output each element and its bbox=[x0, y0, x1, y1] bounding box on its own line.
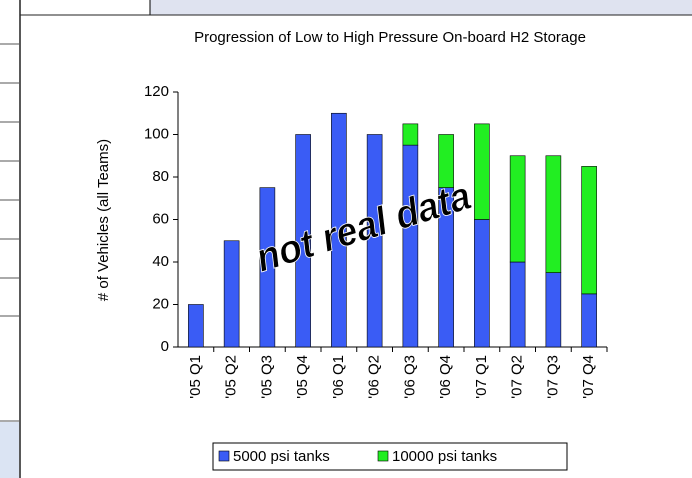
legend bbox=[212, 442, 568, 471]
y-tick-label: 20 bbox=[152, 295, 169, 312]
x-tick-label: '05 Q1 bbox=[187, 355, 204, 399]
bar-segment bbox=[509, 261, 526, 348]
bar-segment bbox=[295, 134, 311, 348]
legend-swatch bbox=[218, 450, 230, 462]
y-tick-label: 120 bbox=[144, 83, 169, 100]
x-tick-label: '06 Q1 bbox=[330, 355, 347, 399]
chart-title: Progression of Low to High Pressure On-b… bbox=[194, 29, 586, 46]
x-tick-label: '06 Q3 bbox=[401, 355, 418, 399]
bar-segment bbox=[331, 112, 347, 348]
legend-swatch bbox=[377, 450, 389, 462]
bar-segment bbox=[188, 304, 204, 348]
bar-segment bbox=[402, 144, 419, 348]
bar-segment bbox=[223, 240, 240, 348]
x-tick-label: '06 Q4 bbox=[437, 355, 454, 399]
x-tick-label: '05 Q4 bbox=[294, 355, 311, 399]
y-tick-label: 100 bbox=[144, 125, 169, 142]
y-tick-label: 80 bbox=[152, 168, 169, 185]
bar-segment bbox=[509, 155, 526, 263]
x-tick-label: '07 Q4 bbox=[580, 355, 597, 399]
bar-segment bbox=[259, 187, 276, 348]
bar-segment bbox=[581, 166, 597, 295]
bar-segment bbox=[545, 272, 562, 348]
top-band bbox=[150, 0, 692, 15]
y-axis-label: # of Vehicles (all Teams) bbox=[95, 139, 112, 301]
bar-segment bbox=[402, 123, 419, 146]
left-panel-lines bbox=[0, 43, 19, 422]
bar-segment bbox=[545, 155, 562, 273]
bar-segment bbox=[366, 134, 383, 348]
left-panel-footer bbox=[0, 422, 19, 478]
legend-label: 5000 psi tanks bbox=[233, 448, 330, 465]
y-tick-label: 60 bbox=[152, 210, 169, 227]
y-tick-label: 0 bbox=[161, 338, 169, 355]
x-tick-label: '07 Q2 bbox=[509, 355, 526, 399]
bar-segment bbox=[474, 123, 490, 220]
x-tick-label: '07 Q3 bbox=[544, 355, 561, 399]
x-tick-label: '06 Q2 bbox=[366, 355, 383, 399]
bar-segment bbox=[438, 134, 454, 188]
x-tick-label: '05 Q3 bbox=[258, 355, 275, 399]
x-tick-label: '07 Q1 bbox=[473, 355, 490, 399]
bar-segment bbox=[474, 219, 490, 348]
legend-label: 10000 psi tanks bbox=[392, 448, 497, 465]
x-tick-label: '05 Q2 bbox=[223, 355, 240, 399]
bar-segment bbox=[581, 293, 597, 348]
y-tick-label: 40 bbox=[152, 253, 169, 270]
